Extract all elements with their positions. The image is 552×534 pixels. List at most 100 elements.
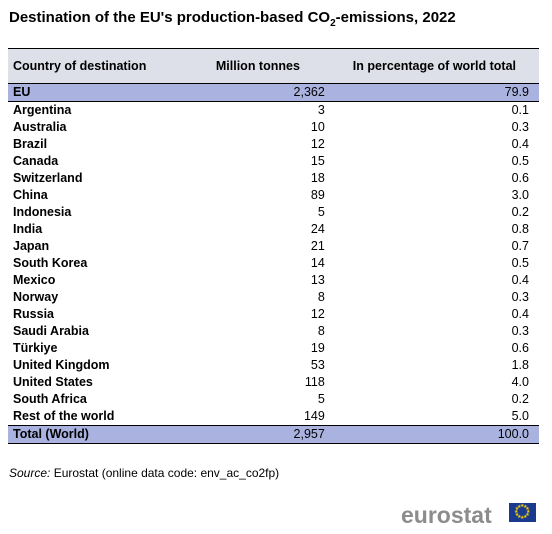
column-header-percentage: In percentage of world total <box>329 48 539 84</box>
percentage-cell: 0.3 <box>511 324 529 338</box>
country-cell: Japan <box>13 239 50 253</box>
table-row: Argentina 3 0.1 <box>8 102 539 120</box>
eu-flag-icon: ★ ★ ★ ★ ★ ★ ★ ★ ★ ★ ★ ★ <box>509 503 536 522</box>
source-note: Source: Eurostat (online data code: env_… <box>9 466 280 480</box>
million-tonnes-cell: 24 <box>310 222 325 236</box>
percentage-cell: 0.2 <box>511 205 529 219</box>
country-cell: United Kingdom <box>13 358 110 372</box>
percentage-cell: 79.9 <box>329 83 539 102</box>
table-row: United States 118 4.0 <box>8 374 539 391</box>
eurostat-logo: eurostat <box>401 502 492 528</box>
column-header-million-tonnes: Million tonnes <box>160 48 330 84</box>
country-cell: South Africa <box>13 392 87 406</box>
percentage-cell: 0.4 <box>511 273 529 287</box>
table-row: Canada 15 0.5 <box>8 153 539 170</box>
country-cell: United States <box>13 375 93 389</box>
table-row: Russia 12 0.4 <box>8 306 539 323</box>
million-tonnes-cell: 14 <box>310 256 325 270</box>
table-row: EU 2,362 79.9 <box>8 83 539 102</box>
percentage-cell: 0.6 <box>511 171 529 185</box>
country-cell: Brazil <box>13 137 48 151</box>
table-row: Indonesia 5 0.2 <box>8 204 539 221</box>
percentage-cell: 5.0 <box>511 409 529 423</box>
flag-star-icon: ★ <box>514 512 520 518</box>
million-tonnes-cell: 2,362 <box>160 83 330 102</box>
flag-star-icon: ★ <box>517 503 522 510</box>
flag-star-icon: ★ <box>526 509 531 515</box>
country-cell: EU <box>8 83 161 102</box>
table-row: Switzerland 18 0.6 <box>8 170 539 187</box>
percentage-cell: 0.4 <box>511 307 529 321</box>
country-cell: Russia <box>13 307 54 321</box>
emissions-table: Country of destination Million tonnes In… <box>8 48 539 444</box>
percentage-cell: 3.0 <box>511 188 529 202</box>
table-row: India 24 0.8 <box>8 221 539 238</box>
country-cell: Rest of the world <box>13 409 115 423</box>
table-row: Japan 21 0.7 <box>8 238 539 255</box>
percentage-cell: 100.0 <box>329 425 539 444</box>
percentage-cell: 0.6 <box>511 341 529 355</box>
flag-star-icon: ★ <box>520 515 525 521</box>
million-tonnes-cell: 10 <box>310 120 325 134</box>
million-tonnes-cell: 12 <box>310 307 325 321</box>
million-tonnes-cell: 8 <box>317 290 325 304</box>
million-tonnes-cell: 21 <box>310 239 325 253</box>
country-cell: China <box>13 188 48 202</box>
million-tonnes-cell: 3 <box>317 103 325 117</box>
million-tonnes-cell: 2,957 <box>160 425 330 444</box>
table-row: China 89 3.0 <box>8 187 539 204</box>
country-cell: Switzerland <box>13 171 83 185</box>
table-row: Rest of the world 149 5.0 <box>8 408 539 426</box>
table-header-row: Country of destination Million tonnes In… <box>8 48 539 84</box>
million-tonnes-cell: 149 <box>303 409 325 423</box>
country-cell: Mexico <box>13 273 56 287</box>
table-row: Türkiye 19 0.6 <box>8 340 539 357</box>
flag-star-icon: ★ <box>523 514 528 521</box>
percentage-cell: 0.5 <box>511 154 529 168</box>
table-row: South Africa 5 0.2 <box>8 391 539 408</box>
million-tonnes-cell: 18 <box>310 171 325 185</box>
million-tonnes-cell: 19 <box>310 341 325 355</box>
million-tonnes-cell: 5 <box>317 392 325 406</box>
country-cell: Canada <box>13 154 59 168</box>
country-cell: Türkiye <box>13 341 58 355</box>
percentage-cell: 0.8 <box>511 222 529 236</box>
million-tonnes-cell: 5 <box>317 205 325 219</box>
million-tonnes-cell: 8 <box>317 324 325 338</box>
page-title: Destination of the EU's production-based… <box>9 9 456 29</box>
million-tonnes-cell: 12 <box>310 137 325 151</box>
country-cell: Saudi Arabia <box>13 324 89 338</box>
table-row: Mexico 13 0.4 <box>8 272 539 289</box>
percentage-cell: 4.0 <box>511 375 529 389</box>
percentage-cell: 0.3 <box>511 290 529 304</box>
table-row: Total (World) 2,957 100.0 <box>8 425 539 444</box>
country-cell: Argentina <box>13 103 72 117</box>
percentage-cell: 0.5 <box>511 256 529 270</box>
table-row: United Kingdom 53 1.8 <box>8 357 539 374</box>
table-row: South Korea 14 0.5 <box>8 255 539 272</box>
flag-star-icon: ★ <box>514 509 519 515</box>
percentage-cell: 0.3 <box>511 120 529 134</box>
country-cell: Indonesia <box>13 205 72 219</box>
country-cell: Australia <box>13 120 67 134</box>
percentage-cell: 0.1 <box>511 103 529 117</box>
country-cell: Total (World) <box>8 425 161 444</box>
million-tonnes-cell: 15 <box>310 154 325 168</box>
flag-star-icon: ★ <box>514 506 520 512</box>
million-tonnes-cell: 89 <box>310 188 325 202</box>
percentage-cell: 1.8 <box>511 358 529 372</box>
table-row: Australia 10 0.3 <box>8 119 539 136</box>
table-row: Saudi Arabia 8 0.3 <box>8 323 539 340</box>
flag-star-icon: ★ <box>525 506 530 512</box>
country-cell: Norway <box>13 290 59 304</box>
flag-star-icon: ★ <box>525 512 530 518</box>
flag-star-icon: ★ <box>517 514 522 521</box>
million-tonnes-cell: 118 <box>304 375 325 389</box>
country-cell: South Korea <box>13 256 88 270</box>
percentage-cell: 0.7 <box>511 239 529 253</box>
percentage-cell: 0.2 <box>511 392 529 406</box>
table-row: Norway 8 0.3 <box>8 289 539 306</box>
country-cell: India <box>13 222 43 236</box>
flag-star-icon: ★ <box>523 503 528 510</box>
million-tonnes-cell: 13 <box>310 273 325 287</box>
